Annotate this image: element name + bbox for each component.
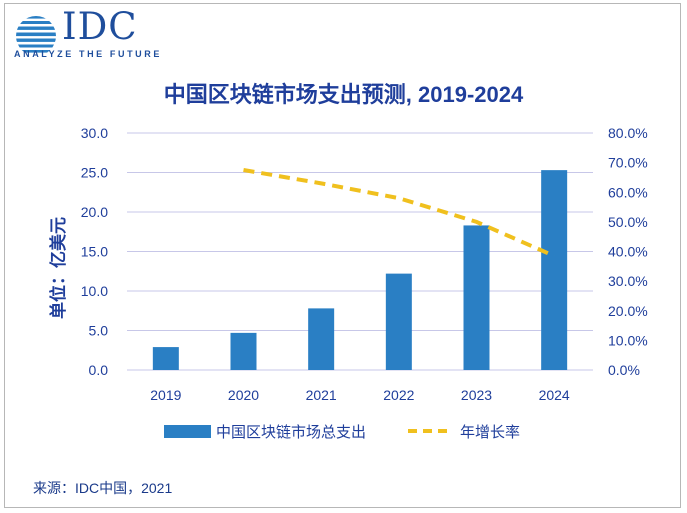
bar-series bbox=[152, 170, 568, 370]
globe-icon bbox=[16, 16, 56, 53]
chart-frame bbox=[4, 3, 681, 508]
y-axis-left: 0.0 5.0 10.0 15.0 20.0 25.0 30.0 bbox=[81, 125, 108, 378]
logo-text: IDC bbox=[62, 5, 138, 48]
x-tick-label: 2020 bbox=[228, 387, 259, 403]
bar-2019 bbox=[152, 347, 179, 370]
y2-tick-label: 70.0% bbox=[608, 155, 648, 171]
y-tick-label: 15.0 bbox=[81, 244, 108, 260]
bar-2024 bbox=[541, 170, 568, 370]
y2-tick-label: 10.0% bbox=[608, 332, 648, 348]
logo-tagline: ANALYZE THE FUTURE bbox=[14, 49, 162, 59]
y-tick-label: 20.0 bbox=[81, 204, 108, 220]
growth-rate-series bbox=[243, 168, 555, 258]
bar-2021 bbox=[308, 308, 335, 370]
y2-tick-label: 60.0% bbox=[608, 184, 648, 200]
y-tick-label: 25.0 bbox=[81, 165, 108, 181]
legend-label-line: 年增长率 bbox=[460, 424, 520, 441]
bar-2022 bbox=[385, 273, 412, 370]
x-axis: 2019 2020 2021 2022 2023 2024 bbox=[150, 387, 570, 403]
source-note: 来源：IDC中国，2021 bbox=[33, 480, 173, 496]
y2-tick-label: 80.0% bbox=[608, 125, 648, 141]
y-tick-label: 0.0 bbox=[89, 362, 109, 378]
y-tick-label: 30.0 bbox=[81, 125, 108, 141]
y2-tick-label: 30.0% bbox=[608, 273, 648, 289]
x-tick-label: 2019 bbox=[150, 387, 181, 403]
y2-tick-label: 0.0% bbox=[608, 362, 640, 378]
y-tick-label: 10.0 bbox=[81, 283, 108, 299]
y2-tick-label: 40.0% bbox=[608, 244, 648, 260]
legend: 中国区块链市场总支出 年增长率 bbox=[164, 424, 520, 441]
chart-title: 中国区块链市场支出预测, 2019-2024 bbox=[163, 82, 524, 107]
growth-rate-line bbox=[243, 168, 555, 258]
bar-2020 bbox=[230, 332, 257, 370]
bar-2023 bbox=[463, 225, 490, 370]
y2-tick-label: 50.0% bbox=[608, 214, 648, 230]
legend-swatch-bar bbox=[164, 425, 211, 438]
y2-tick-label: 20.0% bbox=[608, 303, 648, 319]
legend-label-bar: 中国区块链市场总支出 bbox=[216, 424, 366, 441]
x-tick-label: 2024 bbox=[539, 387, 570, 403]
x-tick-label: 2023 bbox=[461, 387, 492, 403]
y-axis-label: 单位：亿美元 bbox=[48, 217, 68, 319]
x-tick-label: 2022 bbox=[383, 387, 414, 403]
gridlines bbox=[127, 132, 593, 371]
y-tick-label: 5.0 bbox=[89, 323, 109, 339]
y-axis-right: 0.0% 10.0% 20.0% 30.0% 40.0% 50.0% 60.0% 70.0% 8… bbox=[608, 125, 648, 378]
x-tick-label: 2021 bbox=[306, 387, 337, 403]
